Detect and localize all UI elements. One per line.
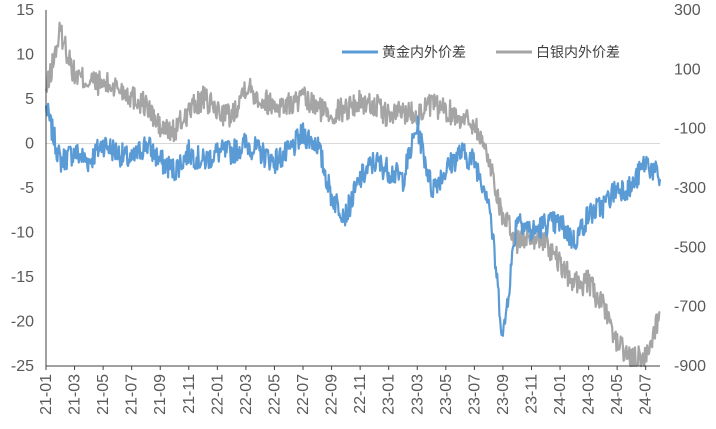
right-tick-label: 300 xyxy=(674,2,701,19)
x-tick-label: 22-07 xyxy=(295,374,312,415)
axes: 15 10 5 0 -5 -10 -15 -20 -25 300 100 -100 -300 -500 -7… xyxy=(11,2,706,415)
left-tick-label: -15 xyxy=(11,269,34,286)
x-tick-label: 21-11 xyxy=(181,374,198,414)
right-tick-label: -900 xyxy=(674,358,706,375)
x-tick-label: 23-09 xyxy=(495,374,512,415)
legend-label-0: 黄金内外价差 xyxy=(382,44,466,61)
x-tick-label: 21-09 xyxy=(152,374,169,415)
legend: 黄金内外价差 白银内外价差 xyxy=(342,44,620,61)
x-tick-label: 23-07 xyxy=(466,374,483,415)
x-tick-label: 24-07 xyxy=(638,374,655,415)
x-tick-label: 22-05 xyxy=(267,374,284,415)
left-tick-label: 10 xyxy=(16,47,34,64)
x-tick-label: 21-05 xyxy=(95,374,112,415)
series-line-1 xyxy=(44,21,661,368)
x-tick-label: 24-03 xyxy=(581,374,598,415)
left-tick-label: -5 xyxy=(20,180,34,197)
x-tick-label: 24-01 xyxy=(552,374,569,415)
right-tick-label: -500 xyxy=(674,239,706,256)
x-tick-label: 21-03 xyxy=(67,374,84,415)
x-tick-label: 22-03 xyxy=(238,374,255,415)
right-tick-label: -700 xyxy=(674,299,706,316)
x-tick-label: 22-09 xyxy=(324,374,341,415)
x-tick-label: 23-01 xyxy=(381,374,398,415)
x-tick-label: 23-03 xyxy=(409,374,426,415)
right-tick-label: 100 xyxy=(674,61,701,78)
x-tick-label: 22-01 xyxy=(209,374,226,415)
right-tick-label: -100 xyxy=(674,121,706,138)
left-tick-label: -10 xyxy=(11,225,34,242)
legend-label-1: 白银内外价差 xyxy=(536,45,620,61)
x-tick-label: 23-11 xyxy=(524,374,541,414)
x-tick-label: 21-07 xyxy=(124,374,141,415)
left-tick-label: 5 xyxy=(25,91,34,108)
plot-area xyxy=(44,21,662,368)
left-tick-label: 0 xyxy=(25,136,34,153)
series-line-0 xyxy=(44,102,662,337)
x-tick-label: 23-05 xyxy=(438,374,455,415)
x-tick-label: 24-05 xyxy=(609,374,626,415)
x-tick-label: 21-01 xyxy=(38,374,55,415)
left-tick-label: -20 xyxy=(11,314,34,331)
left-tick-label: 15 xyxy=(16,2,34,19)
x-tick-label: 22-11 xyxy=(352,374,369,414)
right-tick-label: -300 xyxy=(674,180,706,197)
left-tick-label: -25 xyxy=(11,358,34,375)
